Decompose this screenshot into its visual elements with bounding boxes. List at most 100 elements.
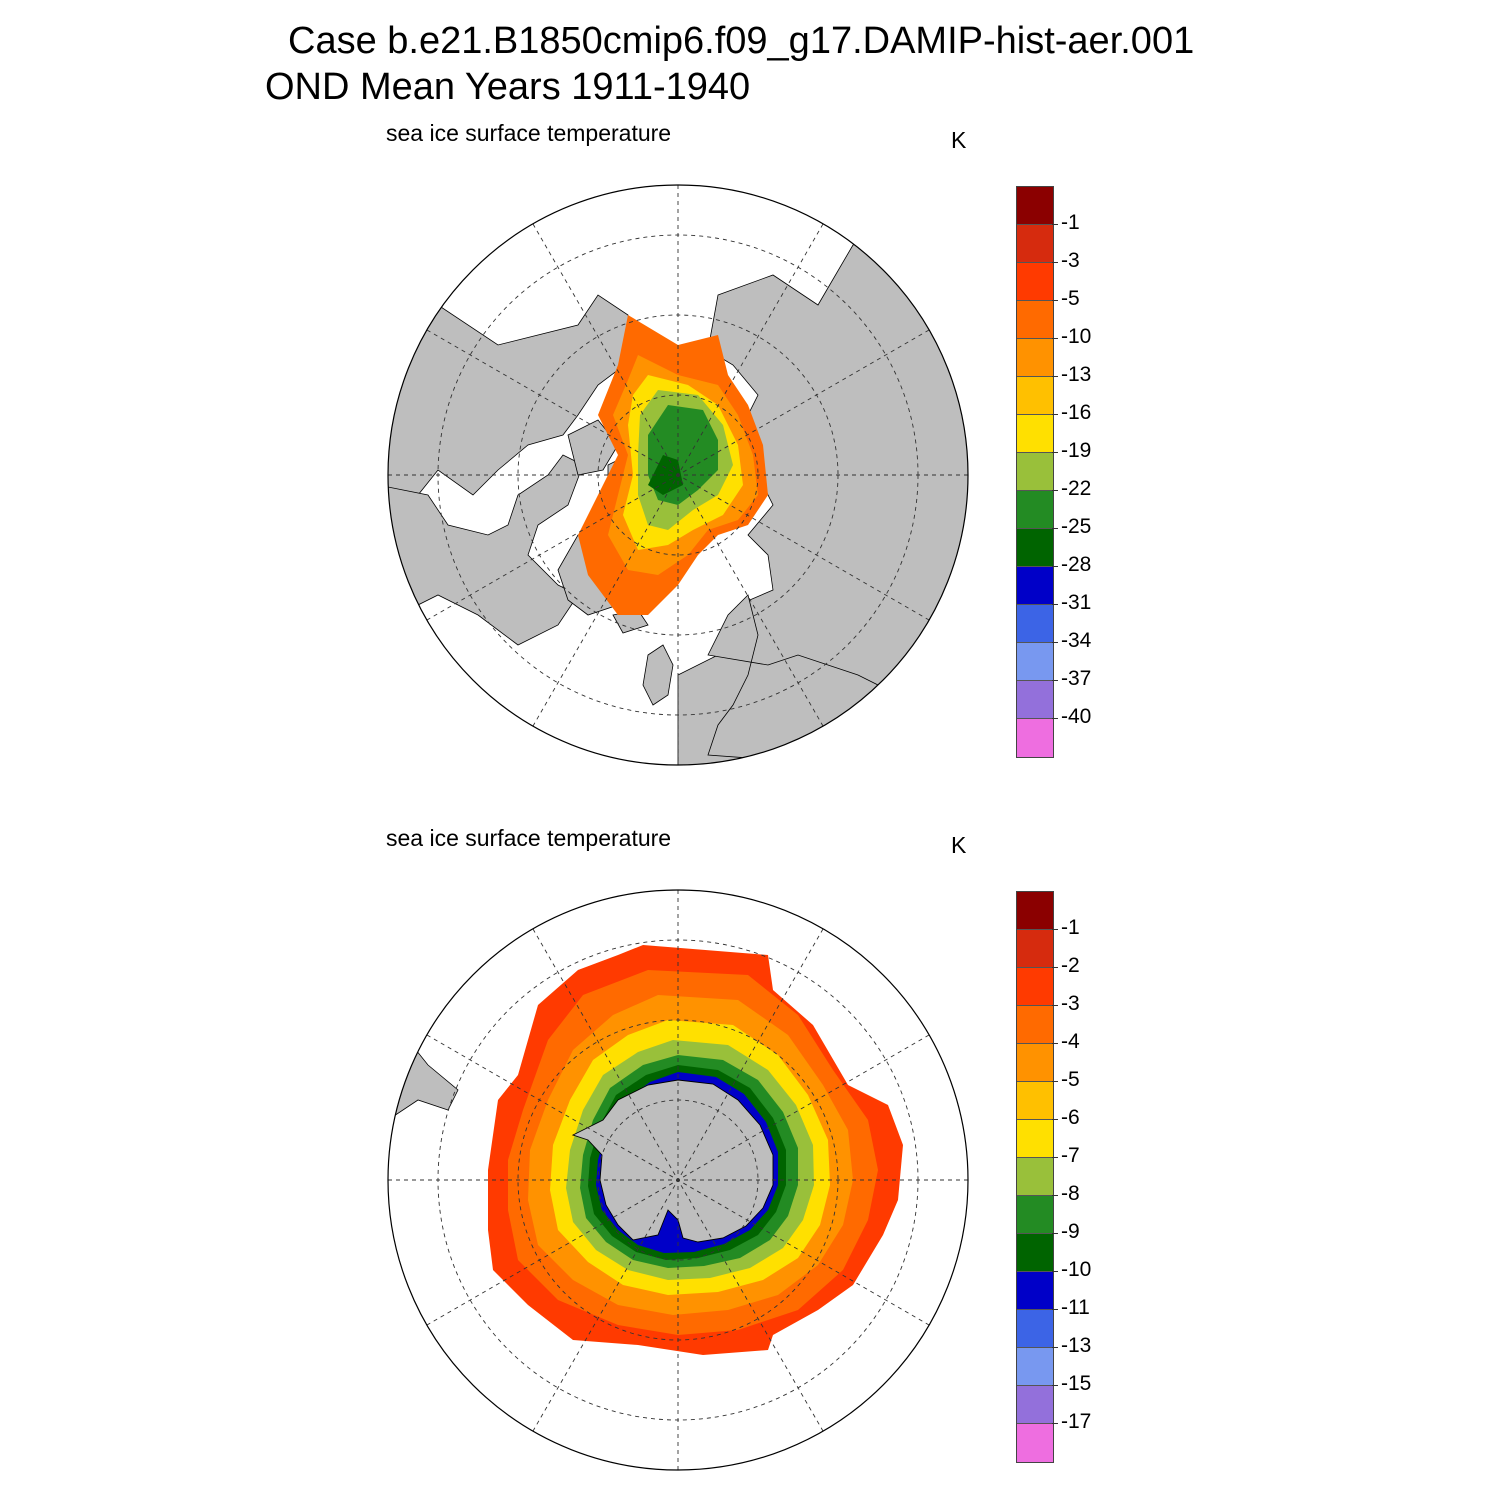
north-map-border [387, 184, 969, 766]
north-colorbar-tick-label: -10 [1061, 325, 1092, 348]
south-colorbar-swatch [1017, 1348, 1053, 1386]
north-colorbar-tick-label: -37 [1061, 667, 1092, 690]
south-colorbar-tick-label: -1 [1061, 916, 1080, 939]
north-polar-map [387, 184, 969, 766]
south-colorbar-tick-mark [1052, 1195, 1058, 1196]
north-colorbar-swatch [1017, 225, 1053, 263]
north-colorbar-tick-mark [1052, 300, 1058, 301]
south-colorbar-tick-mark [1052, 1157, 1058, 1158]
north-colorbar-swatch [1017, 415, 1053, 453]
south-colorbar-tick-mark [1052, 1347, 1058, 1348]
south-colorbar-swatch [1017, 1234, 1053, 1272]
north-colorbar-tick-mark [1052, 414, 1058, 415]
south-colorbar-tick-label: -13 [1061, 1334, 1092, 1357]
north-colorbar-tick-mark [1052, 566, 1058, 567]
south-colorbar-tick-label: -2 [1061, 954, 1080, 977]
south-colorbar-tick-label: -11 [1061, 1296, 1090, 1319]
south-colorbar-tick-label: -9 [1061, 1220, 1080, 1243]
south-colorbar-tick-mark [1052, 967, 1058, 968]
south-map-border [387, 889, 969, 1471]
south-colorbar-tick-mark [1052, 1309, 1058, 1310]
north-colorbar-tick-mark [1052, 642, 1058, 643]
north-colorbar-swatch [1017, 605, 1053, 643]
south-colorbar-swatch [1017, 1310, 1053, 1348]
south-colorbar-tick-mark [1052, 1233, 1058, 1234]
south-colorbar-tick-mark [1052, 1385, 1058, 1386]
north-colorbar-tick-mark [1052, 718, 1058, 719]
south-colorbar-swatch [1017, 968, 1053, 1006]
south-colorbar-tick-label: -5 [1061, 1068, 1080, 1091]
north-colorbar-swatch [1017, 643, 1053, 681]
north-colorbar-swatch [1017, 453, 1053, 491]
north-colorbar-swatch [1017, 377, 1053, 415]
north-colorbar-tick-mark [1052, 490, 1058, 491]
north-colorbar [1016, 186, 1054, 758]
north-colorbar-tick-label: -3 [1061, 249, 1080, 272]
south-variable-label: sea ice surface temperature [386, 825, 672, 851]
plot-title-case: Case b.e21.B1850cmip6.f09_g17.DAMIP-hist… [288, 20, 1195, 62]
north-colorbar-tick-mark [1052, 262, 1058, 263]
north-colorbar-swatch [1017, 529, 1053, 567]
north-colorbar-swatch [1017, 681, 1053, 719]
south-colorbar-swatch [1017, 1082, 1053, 1120]
north-units-label: K [951, 127, 967, 153]
south-polar-map [387, 889, 969, 1471]
south-colorbar-tick-mark [1052, 1081, 1058, 1082]
south-colorbar-tick-mark [1052, 929, 1058, 930]
north-colorbar-tick-label: -5 [1061, 287, 1080, 310]
south-colorbar-swatch [1017, 1196, 1053, 1234]
south-colorbar-swatch [1017, 892, 1053, 930]
north-colorbar-tick-mark [1052, 528, 1058, 529]
north-colorbar-tick-label: -19 [1061, 439, 1092, 462]
south-colorbar-tick-label: -6 [1061, 1106, 1080, 1129]
south-colorbar-tick-mark [1052, 1271, 1058, 1272]
south-colorbar-tick-mark [1052, 1423, 1058, 1424]
south-graticule [388, 890, 968, 1470]
south-colorbar-tick-label: -10 [1061, 1258, 1092, 1281]
north-colorbar-swatch [1017, 719, 1053, 757]
antarctica-land [571, 1079, 774, 1243]
south-colorbar-swatch [1017, 1158, 1053, 1196]
north-graticule [388, 185, 968, 765]
south-colorbar-tick-mark [1052, 1005, 1058, 1006]
north-colorbar-tick-label: -40 [1061, 705, 1092, 728]
south-colorbar-tick-mark [1052, 1043, 1058, 1044]
north-colorbar-tick-label: -13 [1061, 363, 1092, 386]
north-colorbar-tick-mark [1052, 338, 1058, 339]
north-colorbar-swatch [1017, 339, 1053, 377]
north-colorbar-tick-mark [1052, 224, 1058, 225]
north-colorbar-tick-mark [1052, 376, 1058, 377]
north-colorbar-tick-mark [1052, 680, 1058, 681]
north-colorbar-tick-label: -34 [1061, 629, 1092, 652]
south-colorbar [1016, 891, 1054, 1463]
north-colorbar-swatch [1017, 491, 1053, 529]
north-colorbar-tick-mark [1052, 452, 1058, 453]
south-colorbar-swatch [1017, 930, 1053, 968]
south-colorbar-tick-label: -7 [1061, 1144, 1080, 1167]
south-colorbar-tick-label: -15 [1061, 1372, 1092, 1395]
north-colorbar-tick-label: -25 [1061, 515, 1092, 538]
north-colorbar-swatch [1017, 301, 1053, 339]
north-colorbar-tick-mark [1052, 604, 1058, 605]
north-colorbar-tick-label: -31 [1061, 591, 1092, 614]
north-colorbar-swatch [1017, 263, 1053, 301]
south-colorbar-swatch [1017, 1120, 1053, 1158]
south-units-label: K [951, 832, 967, 858]
north-colorbar-swatch [1017, 187, 1053, 225]
north-colorbar-tick-label: -28 [1061, 553, 1092, 576]
south-colorbar-tick-label: -17 [1061, 1410, 1092, 1433]
south-colorbar-swatch [1017, 1044, 1053, 1082]
south-colorbar-swatch [1017, 1006, 1053, 1044]
south-colorbar-swatch [1017, 1386, 1053, 1424]
north-colorbar-tick-label: -16 [1061, 401, 1092, 424]
north-colorbar-swatch [1017, 567, 1053, 605]
north-variable-label: sea ice surface temperature [386, 120, 672, 146]
south-colorbar-tick-label: -8 [1061, 1182, 1080, 1205]
south-colorbar-tick-label: -3 [1061, 992, 1080, 1015]
south-colorbar-tick-mark [1052, 1119, 1058, 1120]
north-colorbar-tick-label: -22 [1061, 477, 1092, 500]
north-colorbar-tick-label: -1 [1061, 211, 1080, 234]
plot-title-period: OND Mean Years 1911-1940 [265, 66, 751, 108]
north-sea-ice-field [578, 315, 768, 615]
south-colorbar-swatch [1017, 1272, 1053, 1310]
